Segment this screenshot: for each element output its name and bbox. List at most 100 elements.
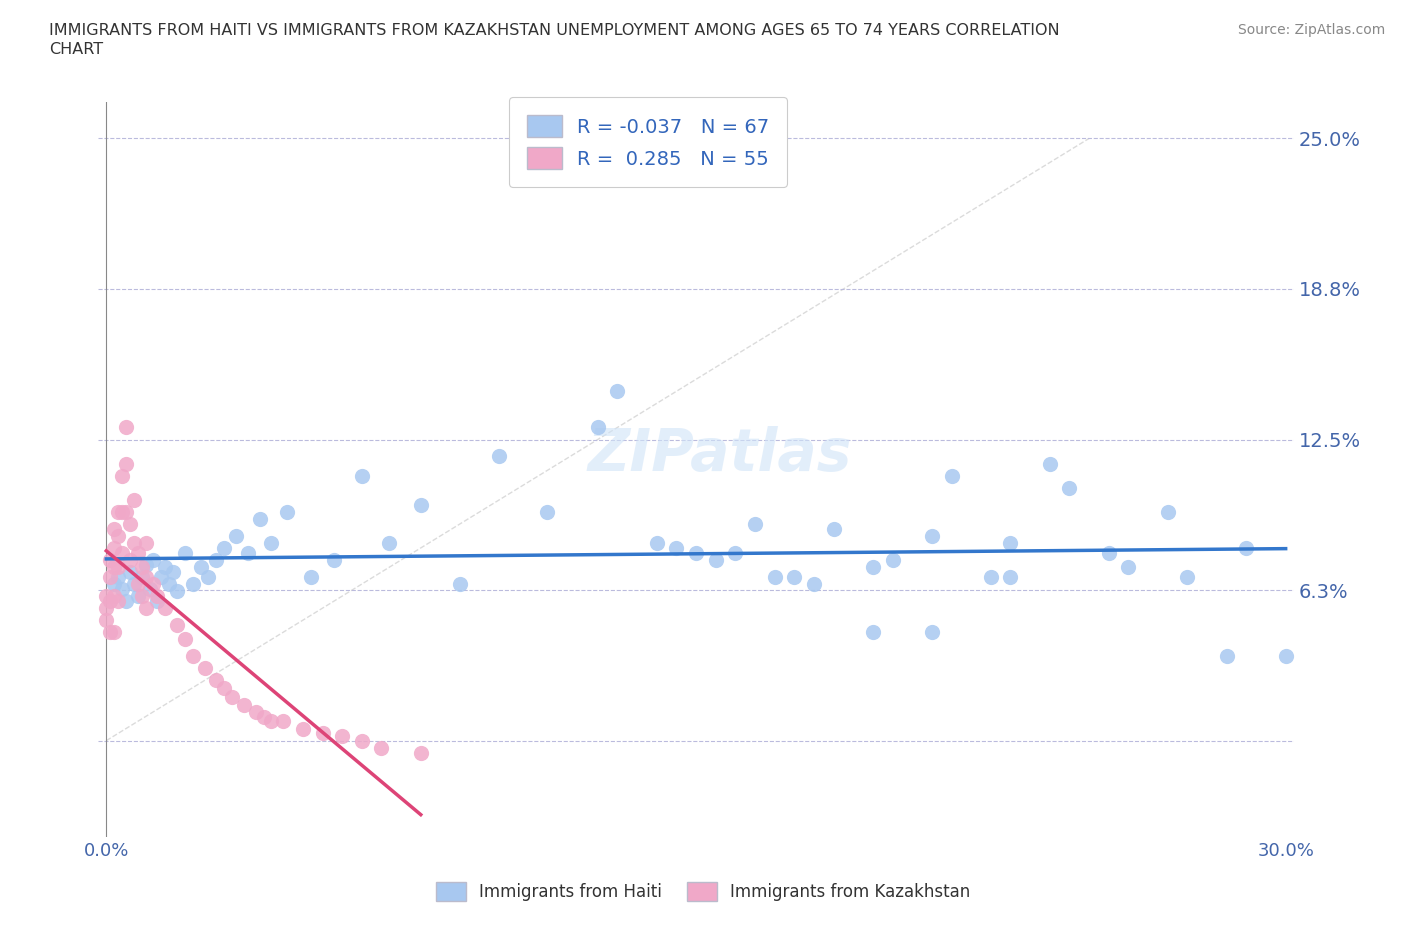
Point: [107, 528, 129, 543]
Point: [236, 545, 259, 560]
Point: [350, 468, 373, 483]
Point: [150, 569, 173, 584]
Point: [131, 569, 153, 584]
Point: [103, 589, 125, 604]
Point: [212, 680, 235, 695]
Text: ZIPatlas: ZIPatlas: [588, 427, 852, 484]
Point: [1215, 649, 1237, 664]
Point: [311, 726, 333, 741]
Point: [135, 601, 157, 616]
Point: [98, 593, 121, 608]
Point: [252, 709, 274, 724]
Point: [103, 560, 125, 575]
Point: [299, 569, 322, 584]
Point: [127, 589, 149, 604]
Point: [330, 728, 353, 743]
Point: [193, 661, 215, 676]
Point: [862, 560, 884, 575]
Point: [107, 560, 129, 575]
Point: [665, 540, 688, 555]
Point: [146, 593, 169, 608]
Point: [225, 528, 247, 543]
Point: [1098, 545, 1121, 560]
Point: [260, 536, 283, 551]
Point: [107, 504, 129, 519]
Point: [205, 673, 228, 688]
Point: [122, 577, 145, 591]
Point: [941, 468, 963, 483]
Point: [291, 721, 314, 736]
Point: [823, 521, 845, 536]
Point: [181, 577, 204, 591]
Text: CHART: CHART: [49, 42, 103, 57]
Point: [197, 569, 219, 584]
Text: IMMIGRANTS FROM HAITI VS IMMIGRANTS FROM KAZAKHSTAN UNEMPLOYMENT AMONG AGES 65 T: IMMIGRANTS FROM HAITI VS IMMIGRANTS FROM…: [49, 23, 1060, 38]
Point: [122, 492, 145, 507]
Point: [724, 545, 747, 560]
Point: [135, 536, 157, 551]
Point: [146, 589, 169, 604]
Point: [271, 714, 294, 729]
Point: [174, 632, 197, 647]
Point: [103, 521, 125, 536]
Point: [181, 649, 204, 664]
Point: [96, 589, 118, 604]
Point: [115, 420, 138, 435]
Point: [449, 577, 471, 591]
Point: [135, 557, 157, 572]
Point: [115, 593, 138, 608]
Point: [98, 569, 121, 584]
Point: [221, 690, 243, 705]
Point: [135, 569, 157, 584]
Point: [142, 577, 165, 591]
Point: [131, 560, 153, 575]
Point: [409, 745, 432, 760]
Point: [645, 536, 668, 551]
Point: [166, 618, 188, 632]
Point: [107, 569, 129, 584]
Point: [107, 593, 129, 608]
Point: [98, 625, 121, 640]
Point: [1039, 457, 1062, 472]
Point: [536, 504, 558, 519]
Point: [98, 552, 121, 567]
Point: [155, 601, 177, 616]
Point: [1059, 480, 1081, 495]
Point: [803, 577, 825, 591]
Point: [174, 545, 197, 560]
Point: [96, 613, 118, 628]
Text: Source: ZipAtlas.com: Source: ZipAtlas.com: [1237, 23, 1385, 37]
Point: [763, 569, 786, 584]
Point: [1000, 569, 1022, 584]
Point: [118, 552, 141, 567]
Point: [103, 577, 125, 591]
Point: [350, 733, 373, 748]
Point: [1157, 504, 1180, 519]
Point: [980, 569, 1002, 584]
Point: [118, 516, 141, 531]
Point: [166, 584, 188, 599]
Point: [205, 552, 228, 567]
Point: [245, 704, 267, 719]
Point: [409, 498, 432, 512]
Point: [370, 740, 392, 755]
Point: [127, 577, 149, 591]
Point: [606, 384, 628, 399]
Point: [142, 552, 165, 567]
Point: [488, 449, 510, 464]
Point: [882, 552, 904, 567]
Point: [111, 581, 134, 596]
Point: [323, 552, 346, 567]
Point: [115, 457, 138, 472]
Point: [921, 528, 943, 543]
Point: [1118, 560, 1140, 575]
Point: [96, 601, 118, 616]
Point: [378, 536, 401, 551]
Point: [744, 516, 766, 531]
Legend: R = -0.037   N = 67, R =  0.285   N = 55: R = -0.037 N = 67, R = 0.285 N = 55: [509, 98, 787, 187]
Point: [157, 577, 180, 591]
Point: [111, 504, 134, 519]
Point: [162, 565, 184, 579]
Point: [1234, 540, 1257, 555]
Point: [1000, 536, 1022, 551]
